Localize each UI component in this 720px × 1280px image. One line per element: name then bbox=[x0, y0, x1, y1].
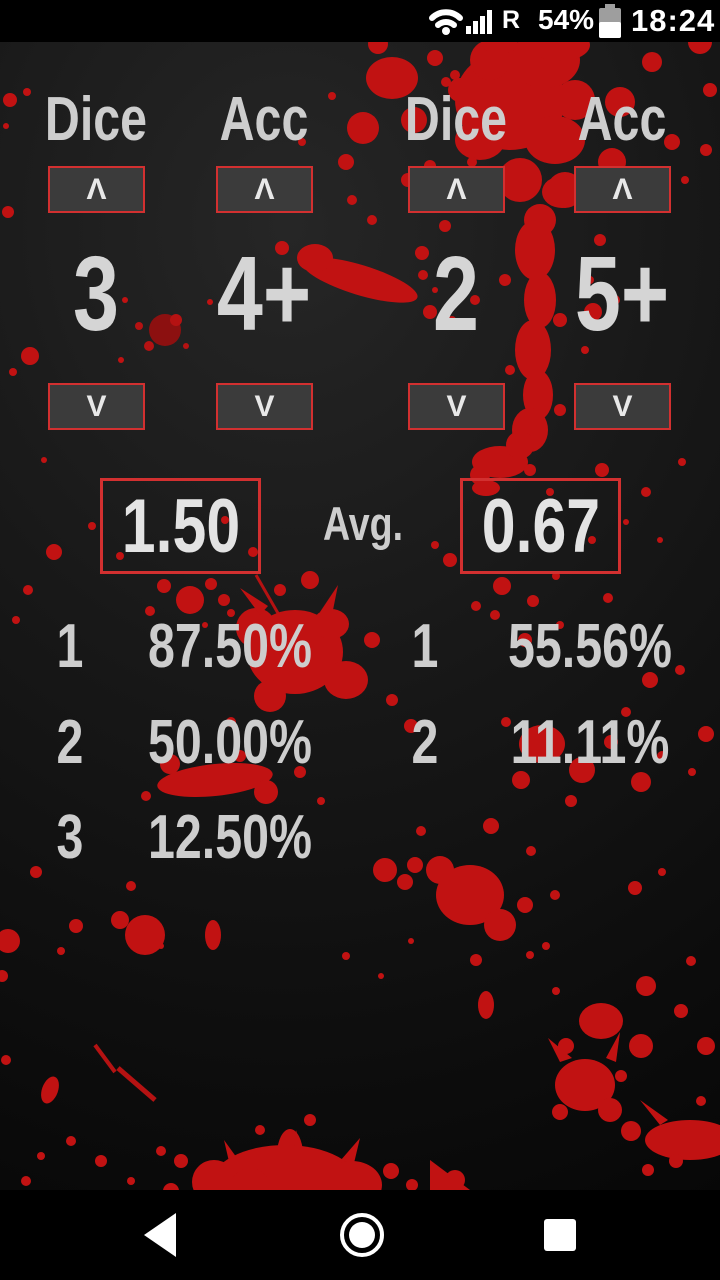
acc-up-button-right[interactable]: Λ bbox=[574, 166, 671, 213]
dice-value-left: 3 bbox=[73, 235, 119, 353]
right-chance-1-value: 55.56% bbox=[507, 612, 673, 681]
left-chance-1-value: 87.50% bbox=[147, 612, 313, 681]
acc-up-button-left[interactable]: Λ bbox=[216, 166, 313, 213]
wallpaper-background bbox=[0, 42, 720, 1190]
acc-header-right: Acc bbox=[577, 85, 667, 154]
average-label: Avg. bbox=[322, 497, 404, 550]
acc-value-left: 4+ bbox=[216, 235, 312, 353]
dice-probability-calculator: Dice Acc Dice Acc Λ Λ Λ Λ 3 4+ 2 5+ V V … bbox=[44, 85, 673, 872]
recents-icon bbox=[544, 1219, 576, 1251]
right-hits-2-label: 2 bbox=[411, 708, 439, 777]
status-bar: R 54% 18:24 bbox=[0, 0, 720, 42]
left-hits-1-label: 1 bbox=[56, 612, 84, 681]
wifi-icon bbox=[429, 9, 463, 35]
left-hits-2-label: 2 bbox=[56, 708, 84, 777]
dice-up-button-right[interactable]: Λ bbox=[408, 166, 505, 213]
right-hits-1-label: 1 bbox=[411, 612, 439, 681]
android-nav-bar bbox=[0, 1190, 720, 1280]
back-icon bbox=[144, 1213, 176, 1257]
average-value-right: 0.67 bbox=[481, 483, 600, 569]
network-type-indicator: R bbox=[502, 6, 521, 34]
dice-down-button-right[interactable]: V bbox=[408, 383, 505, 430]
average-value-left: 1.50 bbox=[121, 483, 240, 569]
dice-value-right: 2 bbox=[433, 235, 479, 353]
left-chance-2-value: 50.00% bbox=[147, 708, 313, 777]
average-box-right: 0.67 bbox=[460, 478, 621, 574]
acc-down-button-left[interactable]: V bbox=[216, 383, 313, 430]
dice-header-left: Dice bbox=[44, 85, 148, 154]
acc-down-button-right[interactable]: V bbox=[574, 383, 671, 430]
battery-icon bbox=[599, 4, 621, 38]
average-box-left: 1.50 bbox=[100, 478, 261, 574]
back-button[interactable] bbox=[142, 1212, 178, 1261]
dice-header-right: Dice bbox=[404, 85, 508, 154]
acc-value-right: 5+ bbox=[574, 235, 670, 353]
dice-up-button-left[interactable]: Λ bbox=[48, 166, 145, 213]
dice-down-button-left[interactable]: V bbox=[48, 383, 145, 430]
home-icon bbox=[340, 1213, 384, 1257]
home-button[interactable] bbox=[338, 1211, 386, 1262]
battery-percent-label: 54% bbox=[538, 4, 595, 35]
acc-header-left: Acc bbox=[219, 85, 309, 154]
recents-button[interactable] bbox=[544, 1219, 576, 1254]
right-chance-2-value: 11.11% bbox=[510, 708, 670, 777]
clock-label: 18:24 bbox=[631, 3, 716, 38]
cellular-signal-icon bbox=[466, 10, 492, 34]
left-chance-3-value: 12.50% bbox=[147, 803, 313, 872]
left-hits-3-label: 3 bbox=[56, 803, 84, 872]
